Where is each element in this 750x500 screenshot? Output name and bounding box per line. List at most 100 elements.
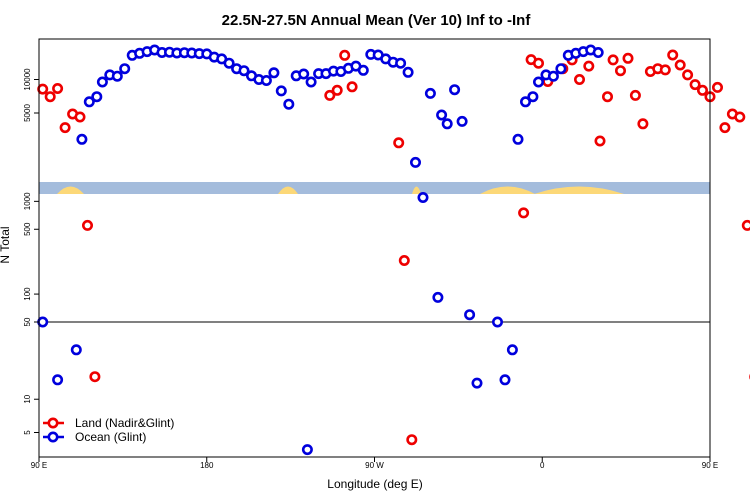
ocean-point	[555, 63, 567, 75]
legend-land-label: Land (Nadir&Glint)	[75, 416, 174, 430]
chart-title: 22.5N-27.5N Annual Mean (Ver 10) Inf to …	[222, 12, 532, 29]
ocean-point	[268, 67, 280, 79]
land-point	[82, 219, 94, 231]
y-tick-label: 5000	[23, 104, 32, 122]
x-tick-label: 90 W	[365, 461, 384, 470]
y-tick-label: 1000	[23, 192, 32, 210]
ocean-point	[298, 68, 310, 80]
ocean-point	[532, 76, 544, 88]
legend-ocean-label: Ocean (Glint)	[75, 430, 146, 444]
land-point	[659, 64, 671, 76]
ocean-point	[91, 91, 103, 103]
ocean-point	[223, 57, 235, 69]
land-point	[346, 81, 358, 93]
land-blob-1	[278, 186, 298, 194]
land-point	[59, 122, 71, 134]
ocean-point	[432, 291, 444, 303]
y-tick-label: 100	[23, 287, 32, 301]
ocean-point	[547, 70, 559, 82]
ocean-point	[238, 65, 250, 77]
land-point	[339, 49, 351, 61]
land-point	[324, 89, 336, 101]
land-point	[74, 111, 86, 123]
land-point	[637, 118, 649, 130]
land-point	[689, 79, 701, 91]
land-point	[532, 57, 544, 69]
ocean-strip	[39, 182, 710, 194]
ocean-point	[527, 91, 539, 103]
ocean-point	[512, 133, 524, 145]
land-point	[719, 122, 731, 134]
land-point	[44, 91, 56, 103]
ocean-point	[119, 63, 131, 75]
land-point	[734, 111, 746, 123]
land-point	[594, 135, 606, 147]
ocean-point	[37, 316, 49, 328]
land-point	[37, 83, 49, 95]
ocean-point	[96, 76, 108, 88]
ocean-point	[76, 133, 88, 145]
x-tick-label: 90 E	[31, 461, 47, 470]
land-sea-strip	[39, 182, 710, 194]
land-blob-3	[480, 186, 535, 194]
x-tick-label: 90 E	[702, 461, 718, 470]
ocean-point	[424, 87, 436, 99]
ocean-point	[275, 85, 287, 97]
ocean-point	[52, 374, 64, 386]
y-tick-label: 500	[23, 222, 32, 236]
ocean-point	[417, 192, 429, 204]
land-point	[696, 84, 708, 96]
ocean-point	[83, 96, 95, 108]
ocean-point	[260, 75, 272, 87]
land-point	[52, 83, 64, 95]
ocean-point	[301, 444, 313, 456]
ocean-point	[592, 46, 604, 58]
land-point	[518, 207, 530, 219]
legend-ocean-marker	[47, 431, 59, 443]
land-point	[573, 74, 585, 86]
land-point	[629, 89, 641, 101]
x-axis: 90 E 180 90 W 0 90 E	[31, 457, 718, 470]
land-point	[711, 81, 723, 93]
ocean-point	[395, 57, 407, 69]
legend-land-marker	[47, 417, 59, 429]
legend: Land (Nadir&Glint) Ocean (Glint)	[43, 416, 174, 444]
land-point	[682, 69, 694, 81]
ocean-point	[70, 344, 82, 356]
land-point	[607, 54, 619, 66]
land-blob-2	[412, 186, 421, 194]
x-axis-label: Longitude (deg E)	[327, 477, 422, 491]
land-point	[667, 49, 679, 61]
y-tick-label: 5	[23, 430, 32, 435]
y-tick-label: 50	[23, 317, 32, 326]
ocean-point	[409, 156, 421, 168]
land-point	[674, 59, 686, 71]
x-tick-label: 180	[200, 461, 214, 470]
ocean-point	[464, 309, 476, 321]
ocean-point	[111, 70, 123, 82]
land-point	[601, 91, 613, 103]
y-axis: 5000 10000 100 500 1000 5 10 50	[23, 68, 39, 435]
ocean-point	[441, 118, 453, 130]
ocean-point	[491, 316, 503, 328]
land-point	[622, 52, 634, 64]
ocean-point	[471, 377, 483, 389]
ocean-point	[506, 344, 518, 356]
ocean-point	[499, 374, 511, 386]
land-point	[741, 219, 750, 231]
y-tick-label: 10000	[23, 68, 32, 91]
land-point	[89, 371, 101, 383]
ocean-point	[449, 84, 461, 96]
ocean-point	[283, 98, 295, 110]
ocean-point	[305, 76, 317, 88]
land-point	[398, 254, 410, 266]
land-point	[393, 137, 405, 149]
ocean-point	[456, 115, 468, 127]
ocean-point	[436, 109, 448, 121]
ocean-point	[402, 66, 414, 78]
y-tick-label: 10	[23, 394, 32, 403]
land-point	[614, 65, 626, 77]
land-point	[406, 434, 418, 446]
data-points	[37, 44, 750, 456]
